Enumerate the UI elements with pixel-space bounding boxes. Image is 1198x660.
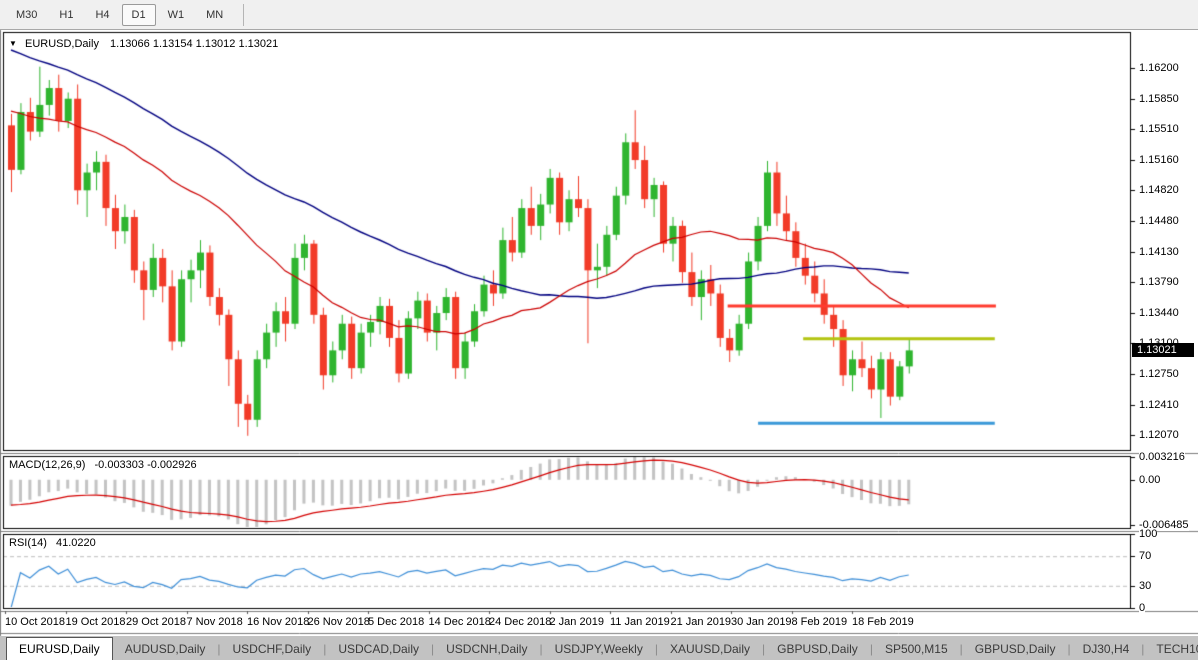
price-axis-label: 1.12070	[1139, 428, 1179, 441]
date-axis-label: 7 Nov 2018	[186, 616, 243, 628]
tab-separator: |	[959, 642, 963, 656]
chart-tab-gbpusd-daily[interactable]: GBPUSD,Daily	[777, 642, 858, 656]
date-axis-label: 29 Oct 2018	[126, 616, 186, 628]
price-axis-label: 1.15510	[1139, 122, 1179, 135]
current-price-tag: 1.13021	[1132, 343, 1194, 358]
tab-separator: |	[1141, 642, 1145, 656]
chart-tab-xauusd-daily[interactable]: XAUUSD,Daily	[669, 642, 750, 656]
chart-tab-bar: EURUSD,Daily AUDUSD,Daily | USDCHF,Daily | US…	[0, 636, 1198, 660]
rsi-axis-label: 0	[1139, 602, 1146, 614]
price-axis-label: 1.13440	[1139, 307, 1179, 320]
rsi-axis-label: 100	[1139, 528, 1158, 540]
timeframe-button-w1[interactable]: W1	[167, 8, 185, 21]
date-axis-label: 5 Dec 2018	[368, 616, 425, 628]
date-axis-label: 10 Oct 2018	[5, 616, 65, 628]
date-axis-label: 18 Feb 2019	[852, 616, 914, 628]
macd-indicator-label: MACD(12,26,9) -0.003303 -0.002926	[9, 459, 197, 471]
date-axis-label: 11 Jan 2019	[610, 616, 670, 628]
macd-axis-label: 0.00	[1139, 473, 1161, 486]
timeframe-button-m30[interactable]: M30	[16, 8, 38, 21]
chart-tab-usdcnh-daily[interactable]: USDCNH,Daily	[446, 642, 528, 656]
chart-ohlc-values: 1.13066 1.13154 1.13012 1.13021	[110, 38, 279, 50]
tab-separator: |	[869, 642, 873, 656]
chart-tab-audusd-daily[interactable]: AUDUSD,Daily	[124, 642, 206, 656]
rsi-axis-label: 70	[1139, 550, 1152, 563]
price-axis-label: 1.12750	[1139, 368, 1179, 381]
chart-tab-tech100-[interactable]: TECH100,	[1156, 642, 1198, 656]
timeframe-toolbar: M30 H1 H4 D1 W1 MN	[0, 0, 1198, 30]
chart-tab-dj30-h4[interactable]: DJ30,H4	[1082, 642, 1130, 656]
date-axis-label: 8 Feb 2019	[791, 616, 848, 628]
tab-separator: |	[323, 642, 327, 656]
date-axis-label: 30 Jan 2019	[731, 616, 792, 628]
tab-separator: |	[1067, 642, 1071, 656]
rsi-indicator-label: RSI(14) 41.0220	[9, 537, 96, 549]
date-axis-label: 21 Jan 2019	[670, 616, 732, 628]
toolbar-divider	[243, 3, 245, 26]
rsi-name: RSI(14)	[9, 537, 47, 549]
chart-tab-sp500-m15[interactable]: SP500,M15	[884, 642, 948, 656]
tab-separator: |	[654, 642, 658, 656]
tab-separator: |	[431, 642, 435, 656]
timeframe-button-h1[interactable]: H1	[59, 8, 74, 21]
price-axis-label: 1.15160	[1139, 154, 1179, 167]
price-axis-label: 1.13790	[1139, 275, 1179, 288]
chart-tab-usdcad-daily[interactable]: USDCAD,Daily	[338, 642, 419, 656]
price-axis-label: 1.16200	[1139, 61, 1179, 74]
timeframe-button-h4[interactable]: H4	[95, 8, 110, 21]
tab-separator: |	[539, 642, 543, 656]
price-axis-label: 1.15850	[1139, 92, 1179, 105]
date-axis-label: 24 Dec 2018	[489, 616, 552, 628]
chart-tab-eurusd-daily[interactable]: EURUSD,Daily	[6, 637, 113, 660]
macd-values: -0.003303 -0.002926	[94, 459, 197, 471]
timeframe-button-mn[interactable]: MN	[206, 8, 224, 21]
timeframe-button-d1[interactable]: D1	[121, 3, 156, 26]
price-axis-label: 1.14130	[1139, 245, 1179, 258]
date-axis-label: 16 Nov 2018	[247, 616, 310, 628]
macd-axis-label: 0.003216	[1139, 451, 1185, 464]
symbol-dropdown-icon[interactable]: ▼	[9, 39, 17, 48]
price-axis-label: 1.14480	[1139, 214, 1179, 227]
macd-name: MACD(12,26,9)	[9, 459, 86, 471]
chart-tab-usdchf-daily[interactable]: USDCHF,Daily	[232, 642, 312, 656]
tab-separator: |	[762, 642, 766, 656]
rsi-axis-label: 30	[1139, 579, 1152, 592]
date-axis-label: 2 Jan 2019	[549, 616, 604, 628]
date-axis-label: 14 Dec 2018	[428, 616, 491, 628]
chart-tab-gbpusd-daily[interactable]: GBPUSD,Daily	[974, 642, 1056, 656]
price-axis-label: 1.14820	[1139, 184, 1179, 197]
date-axis-label: 19 Oct 2018	[65, 616, 126, 628]
chart-tab-usdjpy-weekly[interactable]: USDJPY,Weekly	[554, 642, 643, 656]
price-axis-label: 1.12410	[1139, 398, 1179, 411]
tab-separator: |	[217, 642, 221, 656]
date-axis-label: 26 Nov 2018	[307, 616, 370, 628]
rsi-value: 41.0220	[55, 537, 96, 549]
chart-title: ▼ EURUSD,Daily 1.13066 1.13154 1.13012 1…	[9, 38, 278, 50]
chart-symbol: EURUSD,Daily	[24, 38, 99, 50]
